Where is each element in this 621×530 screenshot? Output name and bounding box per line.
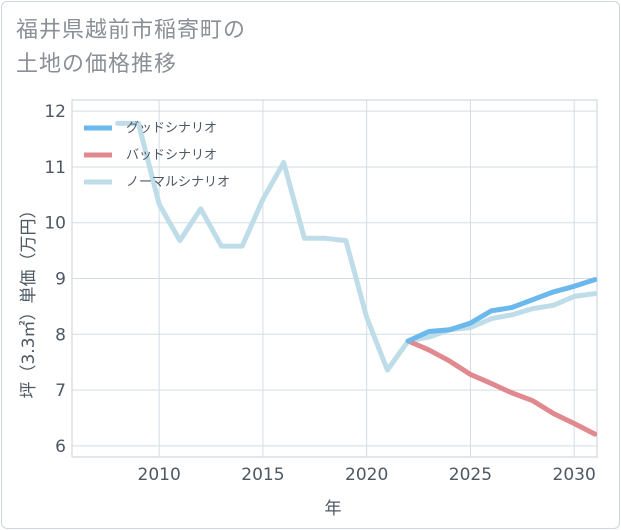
chart-title: 福井県越前市稲寄町の 土地の価格推移	[16, 14, 246, 82]
x-tick-label-2025: 2025	[449, 465, 492, 485]
x-tick-label-2020: 2020	[345, 465, 388, 485]
bad-scenario-line	[405, 338, 597, 437]
legend-label-good: グッドシナリオ	[126, 121, 217, 136]
x-tick-label-2015: 2015	[241, 465, 284, 485]
y-tick-label-12: 12	[44, 102, 66, 122]
legend-label-normal: ノーマルシナリオ	[126, 175, 230, 190]
x-axis-title: 年	[325, 499, 342, 519]
y-tick-label-7: 7	[55, 381, 66, 401]
y-tick-label-6: 6	[55, 437, 66, 457]
legend-label-bad: バッドシナリオ	[126, 148, 217, 163]
chart-title-line1: 福井県越前市稲寄町の	[16, 18, 247, 43]
y-axis-title: 坪（3.3㎡）単価（万円）	[19, 201, 39, 398]
y-tick-label-8: 8	[55, 325, 66, 345]
y-tick-label-10: 10	[44, 214, 66, 234]
y-tick-label-11: 11	[44, 158, 66, 178]
x-tick-label-2010: 2010	[138, 465, 181, 485]
x-tick-label-2030: 2030	[553, 465, 596, 485]
y-tick-label-9: 9	[55, 270, 66, 290]
series-lines	[115, 120, 597, 437]
legend: グッドシナリオ バッドシナリオ ノーマルシナリオ	[84, 121, 230, 190]
normal-scenario-line	[115, 120, 597, 373]
x-tick-labels: 2010 2015 2020 2025 2030	[138, 465, 596, 485]
good-scenario-line	[405, 277, 597, 344]
chart-title-line2: 土地の価格推移	[16, 52, 178, 77]
y-tick-labels: 6 7 8 9 10 11 12	[44, 102, 66, 457]
